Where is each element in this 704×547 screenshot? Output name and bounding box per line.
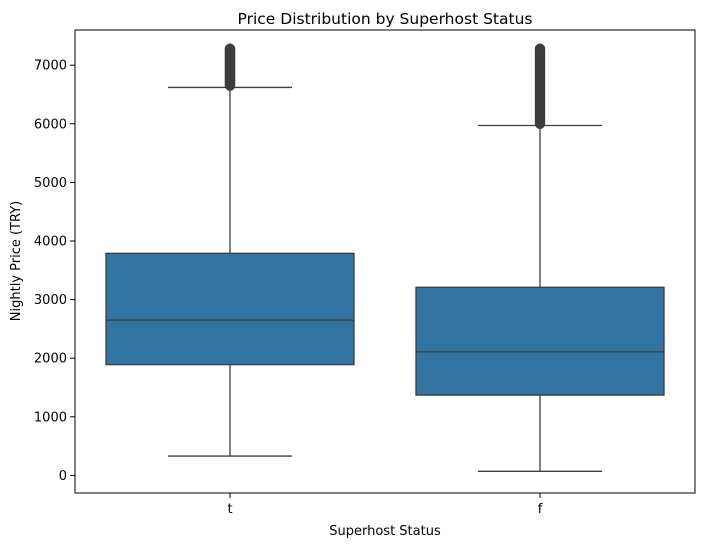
- y-axis-title: Nightly Price (TRY): [9, 201, 24, 321]
- chart-title: Price Distribution by Superhost Status: [238, 10, 533, 28]
- y-tick-label: 2000: [34, 352, 67, 367]
- y-tick-label: 7000: [34, 59, 67, 74]
- x-tick-label: t: [227, 502, 232, 517]
- box-f: [415, 43, 665, 472]
- box-series: [105, 43, 665, 472]
- x-axis-title: Superhost Status: [329, 524, 441, 539]
- y-tick-label: 3000: [34, 293, 67, 308]
- y-axis: 0 1000 2000 3000 4000 5000 6000 7000: [34, 59, 75, 484]
- box-t: [105, 43, 355, 457]
- y-tick-label: 5000: [34, 176, 67, 191]
- y-tick-label: 4000: [34, 234, 67, 249]
- box-iqr: [105, 252, 355, 366]
- plot-area-frame: [74, 29, 696, 494]
- x-tick-label: f: [538, 502, 543, 517]
- y-tick-label: 1000: [34, 410, 67, 425]
- outlier-point: [224, 43, 236, 55]
- y-tick-label: 6000: [34, 117, 67, 132]
- outlier-point: [534, 43, 546, 55]
- box-iqr: [415, 286, 665, 396]
- y-tick-label: 0: [59, 469, 67, 484]
